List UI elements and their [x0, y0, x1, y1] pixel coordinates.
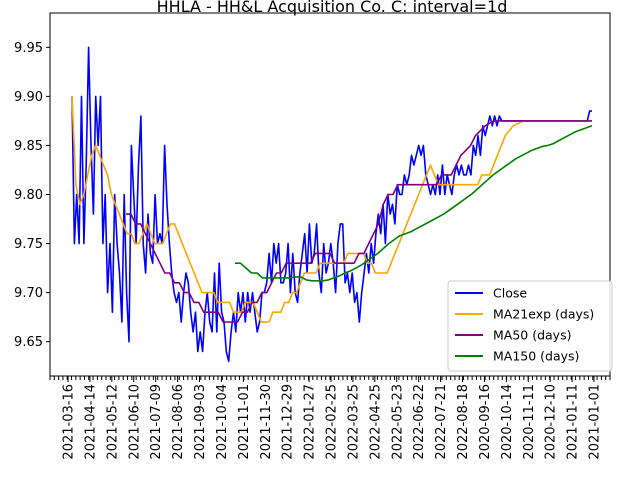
- x-tick-label: 2022-07-21: [434, 384, 449, 460]
- x-tick-label: 2021-06-10: [127, 384, 142, 460]
- y-axis: 9.65 9.70 9.75 9.80 9.85 9.90 9.95: [14, 41, 50, 350]
- x-axis: 2021-03-16 2021-04-14 2021-05-12 2021-06-10…: [49, 376, 611, 460]
- legend-label: MA21exp (days): [493, 307, 594, 322]
- series-line-1: [71, 96, 592, 323]
- legend-label: MA150 (days): [493, 349, 579, 364]
- legend-label: Close: [493, 286, 527, 301]
- y-tick-label: 9.70: [14, 286, 43, 301]
- x-tick-label: 2020-11-11: [522, 384, 537, 460]
- x-tick-label: 2021-05-12: [105, 384, 120, 460]
- y-tick-label: 9.85: [14, 139, 43, 154]
- x-tick-label: 2021-09-03: [193, 384, 208, 460]
- x-tick-label: 2021-11-01: [237, 384, 252, 460]
- chart-title: HHLA - HH&L Acquisition Co. C: interval=…: [157, 0, 508, 16]
- series-line-2: [126, 120, 592, 323]
- legend-box: [447, 280, 613, 372]
- y-tick-label: 9.90: [14, 90, 43, 105]
- x-tick-label: 2020-10-14: [500, 384, 515, 460]
- x-tick-label: 2022-03-25: [346, 384, 361, 460]
- x-tick-label: 2021-11-30: [259, 384, 274, 460]
- x-tick-label: 2021-10-04: [215, 384, 230, 460]
- x-tick-label: 2021-04-14: [83, 384, 98, 460]
- x-tick-label: 2022-01-27: [303, 384, 318, 460]
- y-tick-label: 9.75: [14, 237, 43, 252]
- x-tick-label: 2022-04-25: [368, 384, 383, 460]
- x-tick-label: 2021-07-09: [149, 384, 164, 460]
- x-tick-label: 2021-08-06: [171, 384, 186, 460]
- x-tick-label: 2022-02-25: [325, 384, 340, 460]
- x-tick-label: 2021-01-01: [588, 384, 603, 460]
- series-layer: [71, 46, 593, 363]
- y-tick-label: 9.65: [14, 335, 43, 350]
- legend: Close MA21exp (days) MA50 (days) MA150 (day…: [447, 280, 613, 372]
- x-tick-label: 2021-12-29: [281, 384, 296, 460]
- legend-label: MA50 (days): [493, 328, 571, 343]
- y-tick-label: 9.80: [14, 188, 43, 203]
- x-tick-label: 2020-09-16: [478, 384, 493, 460]
- x-tick-label: 2021-01-11: [566, 384, 581, 460]
- x-tick-label: 2021-03-16: [62, 384, 77, 460]
- x-tick-label: 2022-05-23: [390, 384, 405, 460]
- x-tick-label: 2022-06-22: [412, 384, 427, 460]
- series-line-3: [235, 125, 593, 282]
- x-tick-label: 2020-12-10: [544, 384, 559, 460]
- y-tick-label: 9.95: [14, 41, 43, 56]
- x-tick-label: 2022-08-18: [456, 384, 471, 460]
